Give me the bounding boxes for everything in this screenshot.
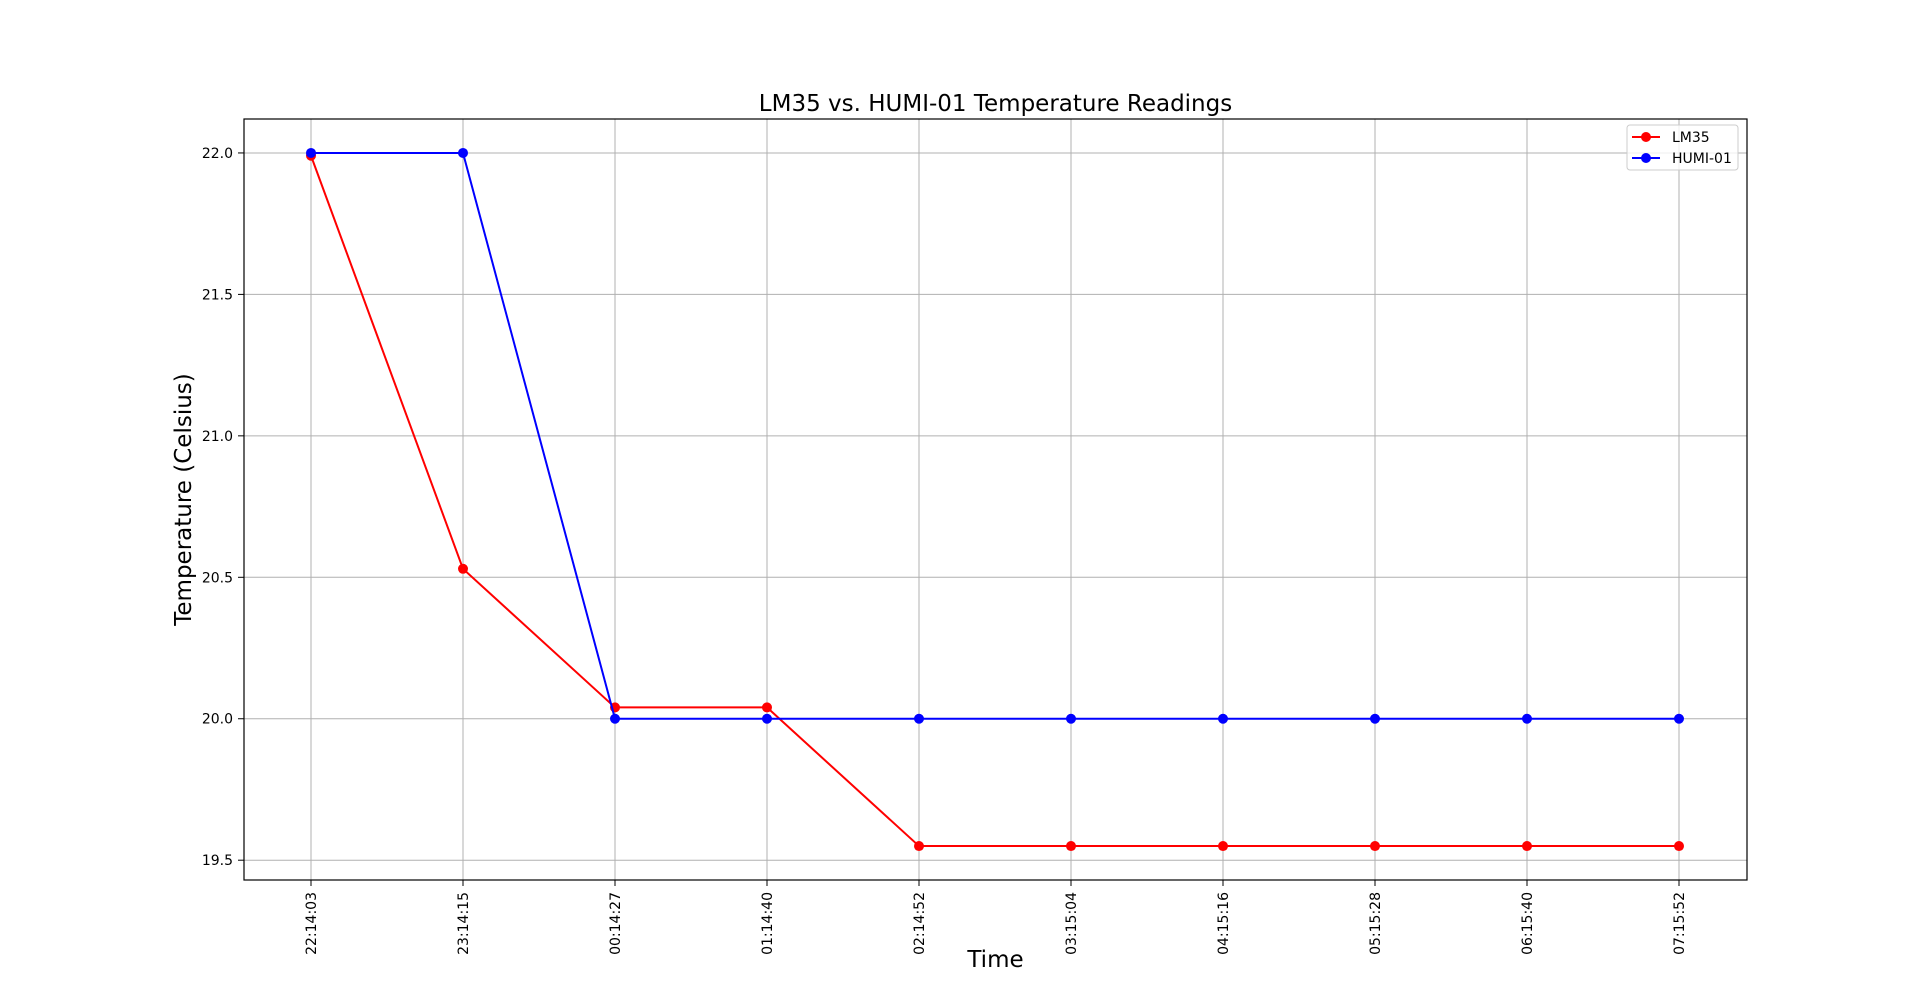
legend: LM35 HUMI-01 [1626,124,1739,171]
legend-label-lm35: LM35 [1672,130,1710,146]
y-axis-ticks: 19.5 20.0 20.5 21.0 21.5 22.0 [202,146,244,869]
y-tick-label: 20.0 [202,712,233,728]
x-tick-label: 02:14:52 [912,892,928,955]
data-point-humi-01 [1218,713,1228,724]
plot-area-frame [243,118,1748,881]
data-point-lm35 [1218,841,1228,852]
y-tick-label: 20.5 [202,570,233,586]
x-tick-label: 07:15:52 [1672,892,1688,955]
data-point-humi-01 [1522,713,1532,724]
data-point-lm35 [1674,841,1684,852]
series-layer [306,147,1684,852]
x-tick-label: 05:15:28 [1368,892,1384,955]
chart-title: LM35 vs. HUMI-01 Temperature Readings [759,91,1232,117]
data-point-humi-01 [914,713,924,724]
data-point-lm35 [762,702,772,713]
x-tick-label: 03:15:04 [1064,892,1080,955]
y-tick-label: 21.5 [202,287,233,303]
x-tick-label: 06:15:40 [1520,892,1536,955]
x-tick-label: 22:14:03 [304,892,320,955]
data-point-humi-01 [610,713,620,724]
data-point-humi-01 [458,147,468,158]
data-point-lm35 [1370,841,1380,852]
data-point-lm35 [1066,841,1076,852]
data-point-humi-01 [306,147,316,158]
x-tick-label: 00:14:27 [608,892,624,955]
series-humi-01 [306,147,1684,724]
y-axis-label: Temperature (Celsius) [171,373,197,626]
series-line-humi-01 [311,151,1679,720]
y-tick-label: 22.0 [202,146,233,162]
data-point-lm35 [458,563,468,574]
x-tick-label: 01:14:40 [760,892,776,955]
series-line-lm35 [310,155,1679,848]
y-tick-label: 19.5 [202,853,233,869]
data-point-humi-01 [1674,713,1684,724]
x-tick-label: 23:14:15 [456,892,472,955]
x-axis-ticks: 22:14:03 23:14:15 00:14:27 01:14:40 02:14:52… [304,880,1688,955]
y-tick-label: 21.0 [202,429,233,445]
legend-marker-lm35 [1641,132,1651,142]
data-point-lm35 [914,841,924,852]
x-tick-label: 04:15:16 [1216,892,1232,955]
data-point-humi-01 [762,713,772,724]
x-axis-label: Time [966,947,1023,973]
legend-label-humi-01: HUMI-01 [1672,151,1732,167]
data-point-humi-01 [1066,713,1076,724]
data-point-humi-01 [1370,713,1380,724]
legend-marker-humi-01 [1641,153,1651,163]
data-point-lm35 [1522,841,1532,852]
